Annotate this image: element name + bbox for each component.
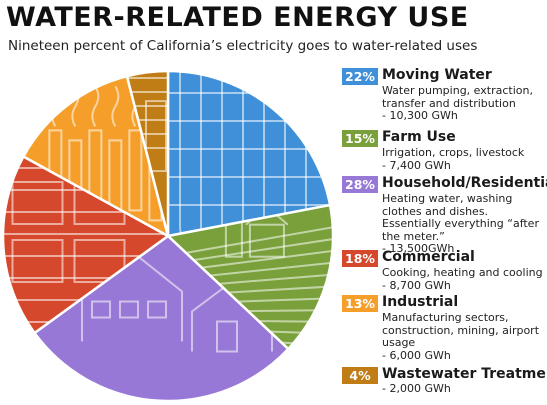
legend-item-industrial: 13% Industrial Manufacturing sectors, co… [338, 293, 546, 367]
legend-percent: 22% [345, 69, 375, 84]
legend-percent: 28% [345, 177, 375, 192]
legend-gwh: - 8,700 GWh [382, 278, 451, 292]
page-title: WATER-RELATED ENERGY USE [6, 2, 469, 33]
legend-gwh: - 7,400 GWh [382, 158, 451, 172]
legend-description-text: Manufacturing sectors, construction, min… [382, 311, 540, 349]
legend-gwh: - 13,500GWh [382, 242, 455, 255]
legend-description: Water pumping, extraction, transfer and … [382, 84, 546, 123]
legend-swatch-moving-water: 22% [342, 68, 378, 85]
pie-slice-fill [168, 205, 334, 349]
pie-slice-border [125, 69, 170, 237]
legend-swatch-commercial: 18% [342, 250, 378, 267]
legend-item-wastewater: 4% Wastewater Treatment - 2,000 GWh [338, 365, 547, 401]
legend-item-household: 28% Household/Residential Heating water,… [338, 174, 547, 255]
legend-item-moving-water: 22% Moving Water Water pumping, extracti… [338, 66, 546, 128]
legend-label: Farm Use [382, 129, 456, 145]
legend-description-text: Irrigation, crops, livestock [382, 146, 525, 159]
legend-description-text: Heating water, washing clothes and dishe… [382, 192, 539, 243]
legend-description: Heating water, washing clothes and dishe… [382, 192, 546, 256]
legend-percent: 18% [345, 251, 375, 266]
legend-item-commercial: 18% Commercial Cooking, heating and cool… [338, 248, 546, 294]
legend-gwh: - 6,000 GWh [382, 348, 451, 362]
legend-item-farm-use: 15% Farm Use Irrigation, crops, livestoc… [338, 128, 546, 174]
pie-slice-border [165, 203, 335, 351]
legend-percent: 15% [345, 131, 375, 146]
legend-description: Irrigation, crops, livestock - 7,400 GWh [382, 146, 546, 172]
legend-description: Cooking, heating and cooling - 8,700 GWh [382, 266, 546, 292]
legend-label: Wastewater Treatment [382, 366, 547, 382]
legend-description-text: Water pumping, extraction, transfer and … [382, 84, 533, 110]
legend-swatch-wastewater: 4% [342, 367, 378, 384]
pie-slice-border [166, 69, 332, 238]
legend-percent: 13% [345, 296, 375, 311]
pie-slice-fill [168, 71, 331, 236]
legend-gwh: - 10,300 GWh [382, 109, 458, 122]
pie-slice-border [1, 154, 171, 335]
pie-slice-fill [3, 156, 169, 333]
legend-label: Moving Water [382, 67, 492, 83]
legend-label: Commercial [382, 249, 475, 265]
legend-swatch-farm-use: 15% [342, 130, 378, 147]
legend-percent: 4% [349, 368, 371, 383]
legend-description: - 2,000 GWh [382, 382, 546, 396]
page-subtitle: Nineteen percent of California’s electri… [8, 38, 478, 54]
legend-swatch-household: 28% [342, 176, 378, 193]
pie-slice-border [21, 74, 170, 239]
legend-description: Manufacturing sectors, construction, min… [382, 311, 546, 362]
legend-description-text: Cooking, heating and cooling [382, 266, 543, 279]
legend-label: Industrial [382, 294, 459, 310]
pie-slice-border [32, 234, 291, 403]
legend-swatch-industrial: 13% [342, 295, 378, 312]
pie-chart [1, 69, 335, 403]
legend-gwh: - 2,000 GWh [382, 382, 451, 395]
legend-label: Household/Residential [382, 175, 547, 191]
